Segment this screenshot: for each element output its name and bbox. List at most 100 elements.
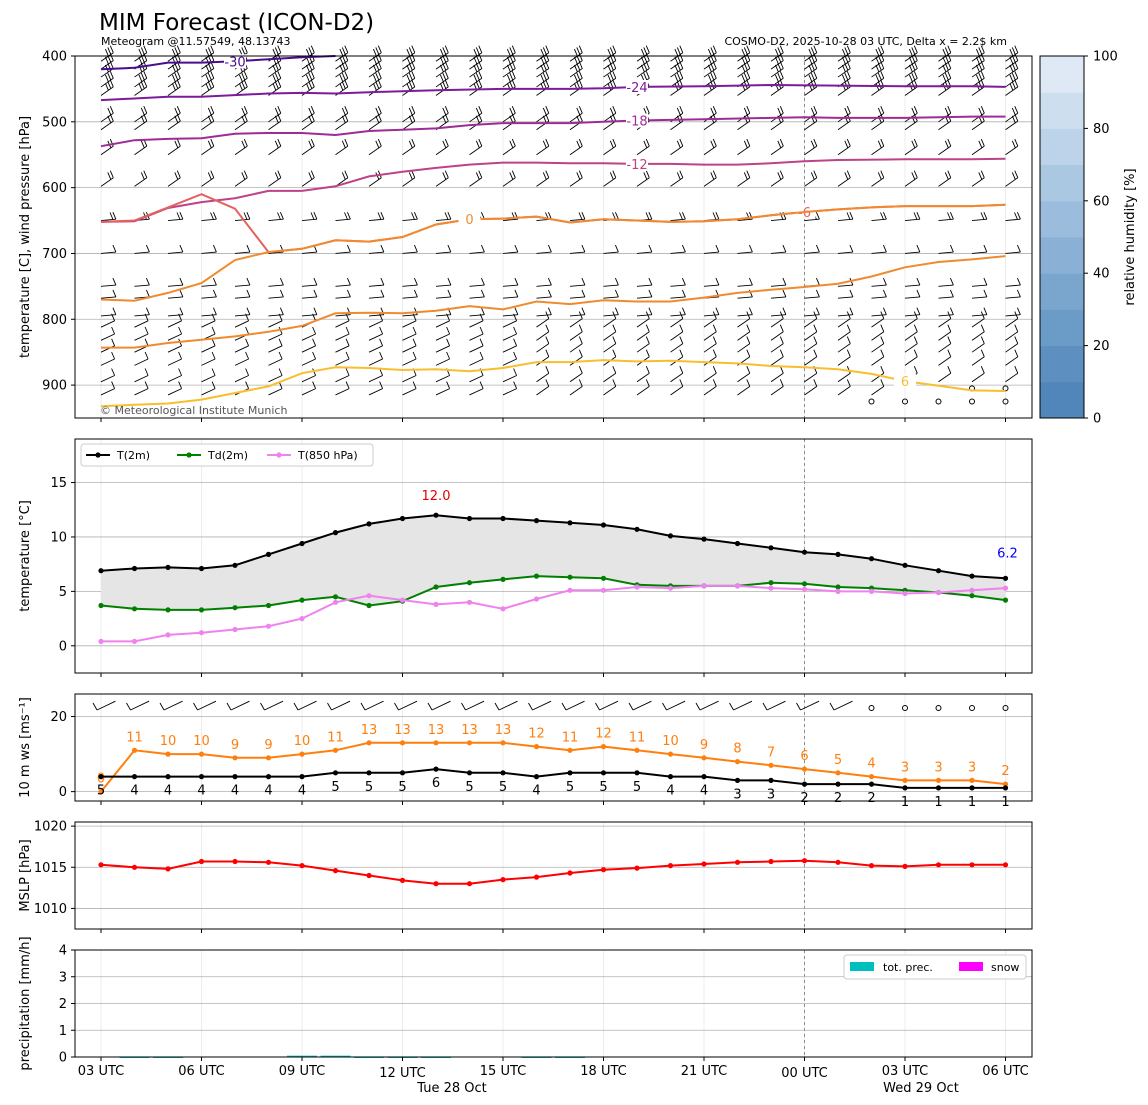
wind-barb-flag — [875, 48, 880, 57]
td2m-point — [265, 602, 272, 609]
wind-barb-flag — [107, 115, 112, 123]
wind-barb-flag — [609, 140, 614, 148]
calm-wind-circle — [935, 705, 942, 711]
wind-barb-flag — [645, 61, 650, 69]
wind-barb-flag — [846, 379, 851, 387]
wind-barb-flag — [741, 74, 746, 82]
wind-barb-staff — [636, 318, 650, 328]
wind-barb-staff — [804, 296, 820, 299]
wind-barb-staff — [201, 358, 216, 366]
wind-barb-flag — [1009, 48, 1014, 57]
wind-barb-flag — [782, 289, 787, 298]
wind-barb-flag — [880, 379, 885, 387]
wind-barb-flag — [674, 48, 679, 57]
figure-subtitle-left: Meteogram @11.57549, 48.13743 — [101, 35, 291, 48]
t2m-point — [634, 526, 640, 532]
wind-barb-flag — [813, 311, 818, 319]
wind-barb-flag — [238, 83, 243, 91]
wind-barb-flag — [439, 48, 444, 57]
wind-barb-staff — [670, 296, 686, 299]
colorbar-segment — [1040, 200, 1084, 238]
wind-barb-staff — [402, 177, 416, 187]
wind-barb-flag — [380, 212, 385, 220]
wind-barb-flag — [779, 336, 784, 344]
mean-speed-label: 4 — [164, 784, 172, 799]
wind-barb-flag — [245, 351, 250, 360]
wind-barb-flag — [911, 63, 916, 71]
isotherm-label: -12 — [626, 158, 647, 173]
wind-barb-flag — [576, 47, 581, 55]
wind-barb-staff — [670, 120, 684, 131]
wind-barb-staff — [435, 333, 450, 341]
wind-barb-flag — [810, 172, 815, 180]
wind-barb-flag — [305, 83, 310, 91]
wind-barb-staff — [703, 318, 717, 328]
wind-barb-staff — [167, 218, 183, 221]
t2m-point — [265, 551, 272, 558]
wind-barb-flag — [813, 379, 818, 387]
td2m-point — [332, 594, 339, 600]
upper-ytick-label: 700 — [42, 247, 67, 262]
wind-barb-flag — [882, 212, 887, 220]
wind-barb-flag — [542, 81, 547, 89]
wind-barb-flag — [777, 47, 782, 55]
wind-barb-flag — [712, 379, 717, 387]
wind-barb-flag — [844, 107, 849, 116]
wind-barb-flag — [980, 138, 985, 147]
wind-barb-flag — [312, 313, 317, 321]
wind-barb-flag — [377, 113, 382, 122]
wind-barb-staff — [469, 320, 484, 328]
wind-barb-flag — [143, 170, 148, 178]
wind-barb-flag — [645, 170, 650, 178]
wind-barb-flag — [1016, 212, 1021, 220]
wind-barb-staff — [737, 331, 751, 341]
gust-speed-label: 11 — [126, 730, 143, 745]
wind-barb-staff — [100, 314, 116, 317]
wind-barb-staff — [770, 331, 784, 341]
wind-barb-staff — [871, 60, 885, 70]
wind-barb-flag — [578, 138, 583, 147]
wind-barb-flag — [581, 277, 586, 286]
wind-barb-flag — [875, 56, 880, 65]
wind-barb-flag — [245, 368, 250, 376]
wind-barb-staff — [904, 177, 918, 187]
wind-barb-staff — [134, 112, 148, 123]
wind-barb-staff — [536, 251, 552, 254]
wind-barb-flag — [746, 61, 751, 69]
wind-barb-staff — [435, 77, 449, 88]
wind-barb-staff — [402, 218, 418, 221]
wind-barb-flag — [712, 138, 717, 147]
wind-barb-flag — [277, 71, 282, 79]
wind-ytick-label: 20 — [50, 710, 67, 725]
wind-barb-flag — [473, 48, 478, 57]
wind-barb-staff — [703, 356, 717, 366]
wind-barb-flag — [246, 212, 251, 220]
prec-ytick-label: 0 — [59, 1051, 67, 1066]
wind-barb-staff — [938, 343, 952, 353]
wind-barb-flag — [645, 311, 650, 319]
wind-barb-staff — [402, 145, 416, 156]
wind-barb-staff — [502, 345, 517, 353]
wind-barb-flag — [679, 61, 684, 69]
wind-barb-staff — [536, 77, 550, 88]
wind-barb-flag — [581, 212, 586, 220]
wind-barb-flag — [607, 56, 612, 65]
mean-speed-label: 5 — [465, 780, 473, 795]
wind-barb-staff — [670, 318, 684, 328]
prec-ylabel: precipitation [mm/h] — [18, 936, 33, 1070]
wind-barb-flag — [176, 53, 181, 61]
wind-barb-flag — [176, 45, 181, 53]
wind-barb-flag — [279, 307, 284, 315]
wind-barb-staff — [766, 700, 786, 711]
t850-point — [533, 596, 540, 602]
mean-speed-label: 4 — [666, 784, 674, 799]
wind-barb-staff — [837, 68, 851, 78]
wind-barb-staff — [234, 358, 249, 366]
t2m-point — [801, 549, 808, 555]
wind-barb-flag — [446, 313, 451, 321]
wind-barb-staff — [636, 145, 650, 156]
wind-barb-flag — [774, 48, 779, 57]
wind-barb-staff — [335, 68, 349, 78]
wind-barb-flag — [413, 277, 418, 286]
wind-barb-staff — [737, 318, 751, 328]
